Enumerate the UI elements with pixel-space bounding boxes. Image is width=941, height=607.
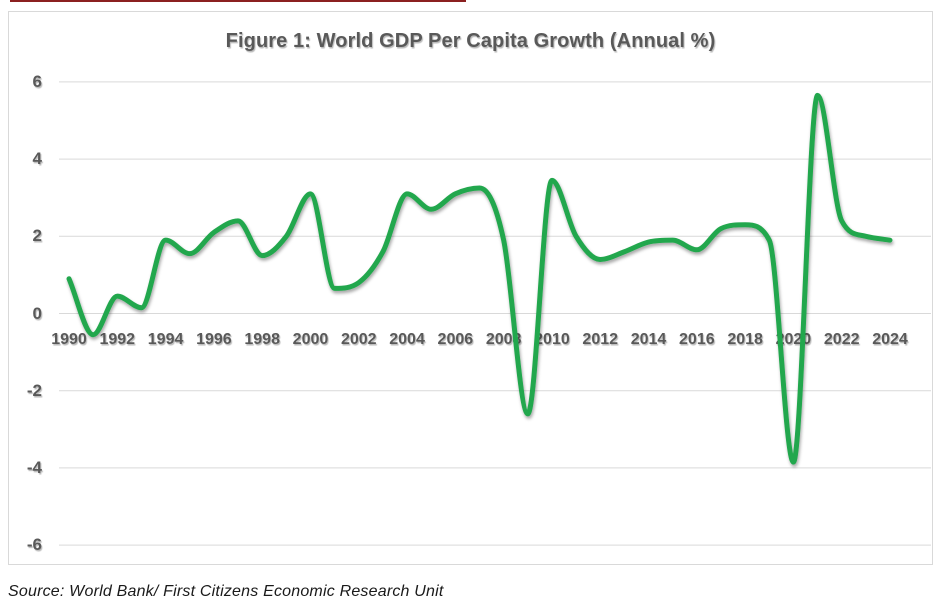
x-axis-tick-label: 1994 xyxy=(147,331,184,348)
x-axis-tick-label: 2006 xyxy=(437,331,474,348)
x-axis-tick-label: 2010 xyxy=(534,331,570,348)
y-axis-tick-label: -4 xyxy=(26,457,42,477)
y-axis: 6 4 2 0 -2 -4 -6 xyxy=(9,12,42,564)
x-axis-tick-label: 2008 xyxy=(485,331,522,348)
x-axis-tick-label: 2024 xyxy=(872,331,908,348)
chart-title: Figure 1: World GDP Per Capita Growth (A… xyxy=(225,30,716,52)
y-axis-tick-label: 4 xyxy=(32,149,42,169)
gdp-growth-line xyxy=(66,92,893,465)
x-axis-tick-label: 1996 xyxy=(196,331,232,348)
y-axis-tick-label: 6 xyxy=(32,71,42,91)
y-axis-tick-label: -6 xyxy=(26,535,42,555)
y-axis-tick-label: 2 xyxy=(32,226,42,246)
gridlines xyxy=(59,81,931,546)
x-axis: 1990 1992 1994 1996 1998 2000 2002 2004 2006 2008… xyxy=(9,331,932,353)
x-axis-tick-label: 2022 xyxy=(823,331,860,348)
y-axis-tick-label: 0 xyxy=(32,303,42,323)
x-axis-tick-label: 2018 xyxy=(727,331,763,348)
x-axis-tick-label: 2016 xyxy=(679,331,715,348)
chart-plot-area xyxy=(59,81,931,546)
x-axis-tick-label: 2012 xyxy=(582,331,619,348)
x-axis-tick-label: 2000 xyxy=(292,331,329,348)
x-axis-tick-label: 1992 xyxy=(99,331,136,348)
x-axis-tick-label: 1990 xyxy=(51,331,87,348)
x-axis-tick-label: 2004 xyxy=(389,331,425,348)
x-axis-tick-label: 2002 xyxy=(340,331,377,348)
top-accent-line xyxy=(10,0,466,2)
source-text: Source: World Bank/ First Citizens Econo… xyxy=(8,583,444,600)
y-axis-tick-label: -2 xyxy=(26,380,42,400)
chart-frame: Figure 1: World GDP Per Capita Growth (A… xyxy=(8,11,933,565)
x-axis-tick-label: 2014 xyxy=(630,331,667,348)
x-axis-tick-label: 1998 xyxy=(244,331,280,348)
